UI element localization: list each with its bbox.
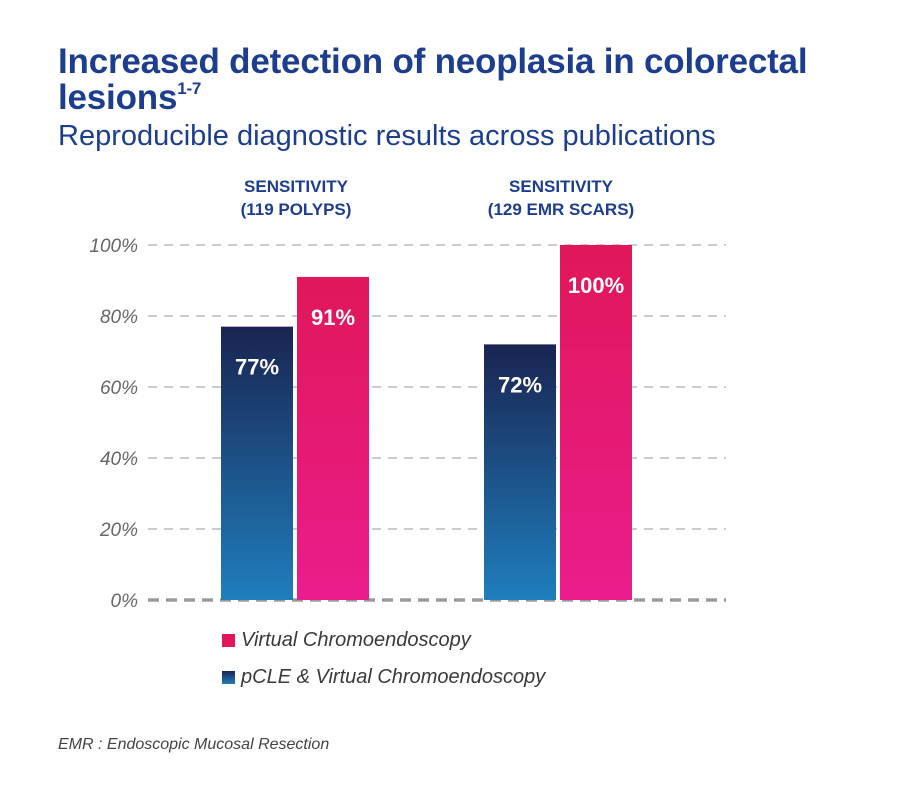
category-label: (129 EMR SCARS) (488, 200, 634, 219)
category-label: SENSITIVITY (244, 177, 349, 196)
legend-item-virtual-chromoendoscopy: Virtual Chromoendoscopy (222, 629, 471, 652)
bar-virtual-chromoendoscopy (560, 245, 632, 600)
bar-pcle-virtual-chromoendoscopy (484, 344, 556, 600)
legend-label: Virtual Chromoendoscopy (241, 629, 471, 651)
title-superscript: 1-7 (177, 79, 202, 98)
y-tick-label: 100% (89, 236, 138, 257)
legend-label: pCLE & Virtual Chromoendoscopy (241, 666, 546, 688)
category-label: (119 POLYPS) (241, 200, 352, 219)
bar-pcle-virtual-chromoendoscopy (221, 326, 293, 600)
bar-value-label: 77% (235, 355, 279, 380)
bar-value-label: 72% (498, 372, 542, 397)
footnote: EMR : Endoscopic Mucosal Resection (58, 736, 330, 753)
bar-virtual-chromoendoscopy (297, 276, 369, 600)
bar-value-label: 100% (568, 273, 624, 298)
y-tick-label: 20% (99, 520, 138, 541)
y-tick-label: 0% (111, 591, 139, 612)
y-tick-label: 40% (100, 449, 138, 470)
legend-swatch-pink (222, 634, 235, 647)
chart-title-text: Increased detection of neoplasia in colo… (58, 42, 808, 117)
chart-title: Increased detection of neoplasia in colo… (58, 44, 878, 116)
chart-subtitle: Reproducible diagnostic results across p… (58, 120, 716, 152)
y-tick-label: 80% (100, 307, 138, 328)
category-label: SENSITIVITY (509, 177, 614, 196)
y-tick-label: 60% (100, 378, 138, 399)
bar-value-label: 91% (311, 305, 355, 330)
legend-swatch-navy (222, 671, 235, 684)
legend-item-pcle-virtual-chromoendoscopy: pCLE & Virtual Chromoendoscopy (222, 666, 545, 689)
